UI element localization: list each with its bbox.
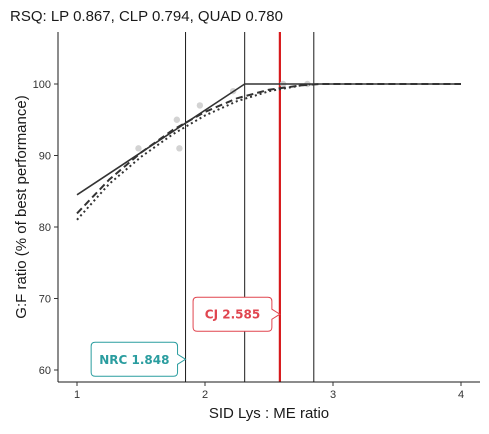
y-tick-label: 80 bbox=[39, 222, 51, 234]
y-axis-title: G:F ratio (% of best performance) bbox=[13, 95, 30, 318]
series-line-dotted bbox=[76, 83, 314, 221]
series-line-solid bbox=[76, 83, 461, 196]
y-tick-label: 60 bbox=[39, 365, 51, 377]
x-tick-label: 1 bbox=[74, 389, 80, 401]
data-point bbox=[196, 102, 204, 109]
x-tick-label: 3 bbox=[330, 389, 336, 401]
callouts: CJ 2.585 NRC 1.848 bbox=[90, 296, 281, 377]
y-axis-ticks: 60 70 80 90 100 bbox=[33, 79, 58, 377]
y-tick-label: 90 bbox=[39, 151, 51, 163]
chart-title: RSQ: LP 0.867, CLP 0.794, QUAD 0.780 bbox=[10, 8, 283, 25]
x-tick-label: 4 bbox=[458, 389, 464, 401]
data-point bbox=[173, 116, 181, 123]
data-point bbox=[176, 145, 183, 152]
data-point bbox=[135, 145, 142, 152]
y-tick-label: 70 bbox=[39, 294, 51, 306]
callout-box bbox=[90, 341, 187, 377]
series-line-dashed bbox=[76, 83, 461, 215]
callout-label: NRC 1.848 bbox=[99, 353, 169, 367]
x-tick-label: 2 bbox=[202, 389, 208, 401]
y-tick-label: 100 bbox=[33, 79, 51, 91]
model-lines bbox=[76, 83, 461, 221]
callout-box bbox=[192, 296, 281, 332]
scatter-points bbox=[135, 80, 311, 152]
x-axis-title: SID Lys : ME ratio bbox=[209, 405, 329, 422]
callout-label: CJ 2.585 bbox=[205, 308, 260, 322]
x-axis-ticks: 1 2 3 4 bbox=[74, 382, 464, 401]
